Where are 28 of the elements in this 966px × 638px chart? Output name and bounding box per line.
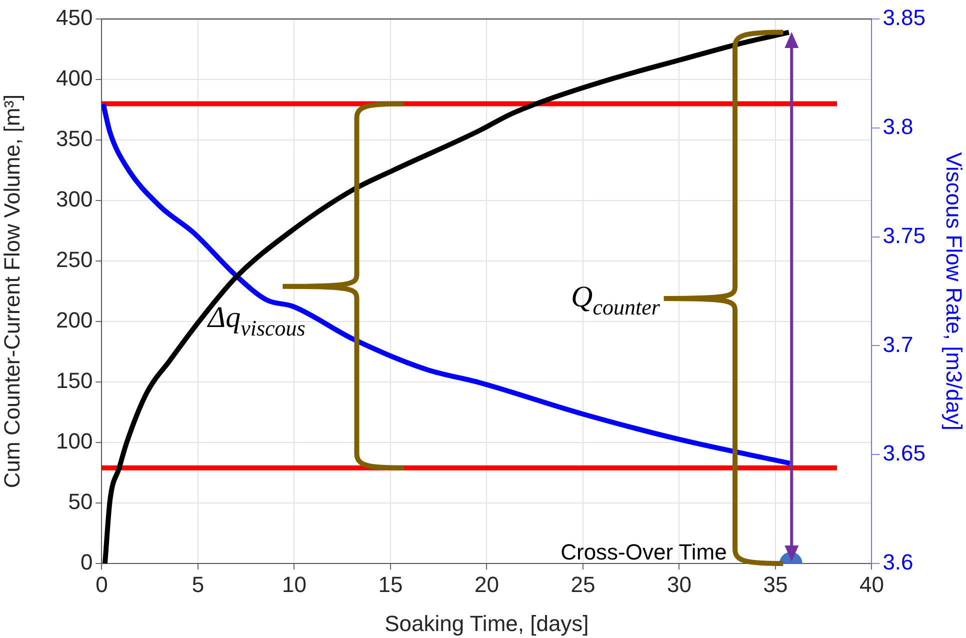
y2-tick-label: 3.75	[882, 222, 926, 248]
y2-tick-label: 3.7	[882, 332, 914, 357]
annotation: Cross-Over Time	[560, 540, 727, 564]
y-tick-label: 150	[56, 368, 93, 394]
y2-tick-label: 3.6	[882, 550, 914, 575]
x-tick-label: 30	[666, 572, 692, 597]
x-tick-label: 5	[192, 572, 204, 597]
x-tick-label: 35	[763, 572, 788, 597]
y-tick-label: 250	[56, 247, 93, 272]
y-tick-label: 0	[80, 550, 93, 575]
x-tick-label: 20	[474, 572, 499, 597]
y-tick-label: 450	[56, 5, 93, 30]
y-axis-title: Cum Counter-Current Flow Volume, [m³]	[0, 94, 24, 488]
y2-tick-label: 3.65	[882, 440, 926, 466]
y-tick-label: 400	[56, 66, 93, 91]
y2-tick-label: 3.8	[882, 114, 914, 139]
y2-axis-title: Viscous Flow Rate, [m3/day]	[942, 152, 966, 430]
y-tick-label: 350	[56, 126, 93, 152]
y-tick-label: 100	[56, 428, 93, 454]
y2-tick-label: 3.85	[882, 5, 926, 30]
x-tick-label: 10	[282, 572, 306, 597]
y-tick-label: 50	[68, 489, 93, 514]
x-tick-label: 40	[859, 572, 884, 597]
y-tick-label: 300	[56, 186, 93, 212]
x-axis-title: Soaking Time, [days]	[384, 610, 589, 636]
y-tick-label: 200	[56, 308, 93, 333]
x-tick-label: 25	[570, 572, 596, 597]
x-tick-label: 15	[378, 572, 403, 597]
